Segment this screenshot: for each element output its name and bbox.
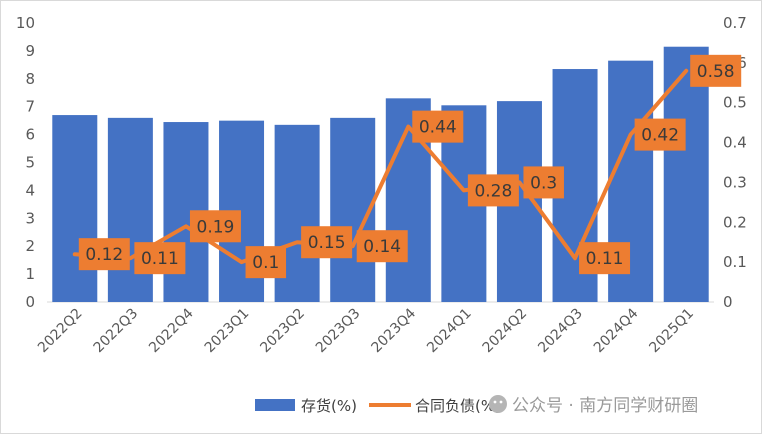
data-label-2024Q1: 0.28 — [467, 174, 519, 207]
data-label-2024Q4: 0.42 — [634, 118, 686, 151]
x-tick-label: 2022Q3 — [91, 306, 142, 357]
line-data-labels: 0.12 0.11 0.19 0.1 0.15 0.14 0.44 0.28 0.3 0.11 0.… — [78, 54, 742, 279]
watermark-text: 公众号 · 南方同学财研圈 — [512, 396, 698, 416]
bar-2022Q3 — [107, 117, 153, 302]
data-label-box — [690, 54, 742, 87]
x-tick-label: 2023Q1 — [202, 306, 253, 357]
data-label-text: 0.14 — [363, 237, 401, 257]
data-label-box — [78, 238, 130, 271]
data-label-box — [467, 174, 519, 207]
left-tick-label: 0 — [25, 293, 35, 311]
data-label-text: 0.15 — [308, 233, 346, 253]
left-tick-label: 4 — [25, 181, 35, 199]
right-tick-label: 0.1 — [723, 253, 747, 271]
x-tick-label: 2023Q2 — [257, 306, 308, 357]
data-label-text: 0.42 — [641, 126, 679, 146]
x-tick-label: 2024Q4 — [591, 305, 642, 356]
data-label-text: 0.12 — [85, 245, 123, 265]
x-tick-label: 2024Q3 — [535, 306, 586, 357]
bar-2022Q2 — [52, 115, 98, 302]
data-label-2024Q3: 0.11 — [579, 242, 631, 275]
wechat-icon — [489, 395, 507, 413]
data-label-text: 0.11 — [141, 249, 179, 269]
data-label-2023Q1: 0.1 — [245, 246, 287, 279]
x-axis: 2022Q2 2022Q3 2022Q4 2023Q1 2023Q2 2023Q3 2023… — [35, 305, 697, 356]
line-series — [72, 68, 689, 265]
data-label-text: 0.3 — [530, 173, 557, 193]
data-label-text: 0.28 — [474, 181, 512, 201]
right-tick-label: 0.7 — [723, 14, 747, 32]
legend: 存货(%) 合同负债(%) — [255, 397, 501, 415]
data-label-box — [245, 246, 287, 279]
data-label-box — [634, 118, 686, 151]
data-label-box — [356, 230, 408, 263]
right-tick-label: 0.5 — [723, 94, 747, 112]
x-tick-label: 2022Q4 — [146, 305, 197, 356]
left-tick-label: 2 — [25, 237, 35, 255]
left-tick-label: 3 — [25, 209, 35, 227]
data-label-text: 0.11 — [586, 249, 624, 269]
left-tick-label: 6 — [25, 126, 35, 144]
data-label-box — [301, 226, 353, 259]
x-tick-label: 2022Q2 — [35, 306, 86, 357]
legend-label-line: 合同负债(%) — [415, 397, 501, 415]
legend-swatch-bar — [255, 399, 295, 411]
x-tick-label: 2025Q1 — [646, 306, 697, 357]
data-label-2025Q1: 0.58 — [690, 54, 742, 87]
data-label-text: 0.44 — [419, 118, 457, 138]
x-tick-label: 2023Q4 — [369, 305, 420, 356]
left-tick-label: 8 — [25, 70, 35, 88]
right-tick-label: 0.3 — [723, 173, 747, 191]
data-label-2022Q3: 0.11 — [134, 242, 186, 275]
data-label-2022Q4: 0.19 — [189, 210, 241, 243]
right-tick-label: 0 — [723, 293, 733, 311]
left-axis: 0 1 2 3 4 5 6 7 8 9 10 — [16, 14, 35, 311]
data-label-text: 0.19 — [197, 217, 235, 237]
data-label-box — [579, 242, 631, 275]
left-tick-label: 5 — [25, 154, 35, 172]
data-label-box — [412, 110, 464, 143]
legend-label-bar: 存货(%) — [301, 397, 357, 415]
data-label-2022Q2: 0.12 — [78, 238, 130, 271]
data-label-2023Q2: 0.15 — [301, 226, 353, 259]
watermark: 公众号 · 南方同学财研圈 — [489, 395, 698, 416]
bar-series — [52, 46, 709, 303]
right-tick-label: 0.4 — [723, 134, 747, 152]
left-tick-label: 9 — [25, 42, 35, 60]
x-tick-label: 2024Q2 — [480, 306, 531, 357]
data-label-box — [523, 166, 564, 199]
data-label-box — [134, 242, 186, 275]
data-label-2024Q2: 0.3 — [523, 166, 564, 199]
x-tick-label: 2023Q3 — [313, 306, 364, 357]
left-tick-label: 10 — [16, 14, 35, 32]
data-label-box — [189, 210, 241, 243]
x-tick-label: 2024Q1 — [424, 306, 475, 357]
left-tick-label: 7 — [25, 98, 35, 116]
data-label-2023Q4: 0.44 — [412, 110, 464, 143]
data-label-text: 0.1 — [252, 253, 279, 273]
data-label-2023Q3: 0.14 — [356, 230, 408, 263]
left-tick-label: 1 — [25, 265, 35, 283]
data-label-text: 0.58 — [697, 62, 735, 82]
right-tick-label: 0.2 — [723, 213, 747, 231]
